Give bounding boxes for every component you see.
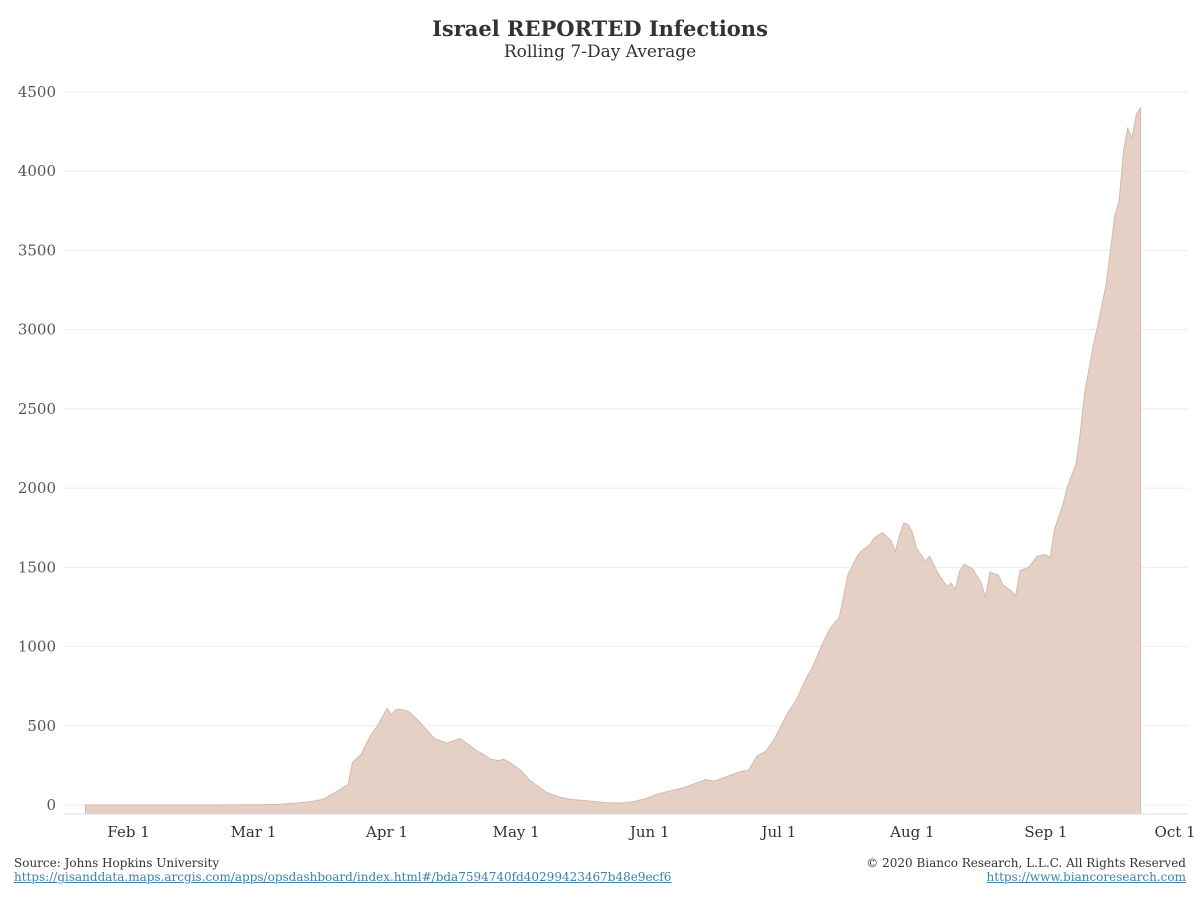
x-tick-label: Sep 1: [1024, 823, 1067, 841]
x-tick-label: Feb 1: [107, 823, 149, 841]
y-tick-label: 0: [46, 796, 56, 814]
chart-subtitle: Rolling 7-Day Average: [503, 42, 697, 62]
x-axis-ticks: Feb 1 Mar 1 Apr 1 May 1 Jun 1 Jul 1 Aug 1 Sep 1…: [107, 823, 1195, 841]
x-tick-label: Aug 1: [889, 823, 934, 841]
y-tick-label: 3000: [18, 321, 56, 339]
y-tick-label: 4000: [18, 162, 56, 180]
x-tick-label: Jul 1: [759, 823, 796, 841]
series-layer: [85, 106, 1142, 815]
y-tick-label: 1500: [18, 558, 56, 576]
y-tick-label: 4500: [18, 83, 56, 101]
x-tick-label: Mar 1: [231, 823, 277, 841]
source-link[interactable]: https://gisanddata.maps.arcgis.com/apps/…: [14, 870, 672, 884]
x-tick-label: Oct 1: [1155, 823, 1196, 841]
chart-title: Israel REPORTED Infections: [432, 16, 768, 41]
y-axis-ticks: 0 500 1000 1500 2000 2500 3000 3500 4000 4500: [18, 83, 56, 814]
y-tick-label: 1000: [18, 638, 56, 656]
x-tick-label: Apr 1: [365, 823, 408, 841]
y-tick-label: 3500: [18, 241, 56, 259]
website-link[interactable]: https://www.biancoresearch.com: [986, 870, 1186, 884]
y-tick-label: 500: [27, 717, 56, 735]
y-tick-label: 2500: [18, 400, 56, 418]
copyright-note: © 2020 Bianco Research, L.L.C. All Right…: [866, 856, 1186, 870]
x-tick-label: May 1: [493, 823, 540, 841]
y-tick-label: 2000: [18, 479, 56, 497]
x-tick-label: Jun 1: [628, 823, 670, 841]
series-area-0: [85, 106, 1142, 815]
source-note: Source: Johns Hopkins University: [14, 856, 220, 870]
